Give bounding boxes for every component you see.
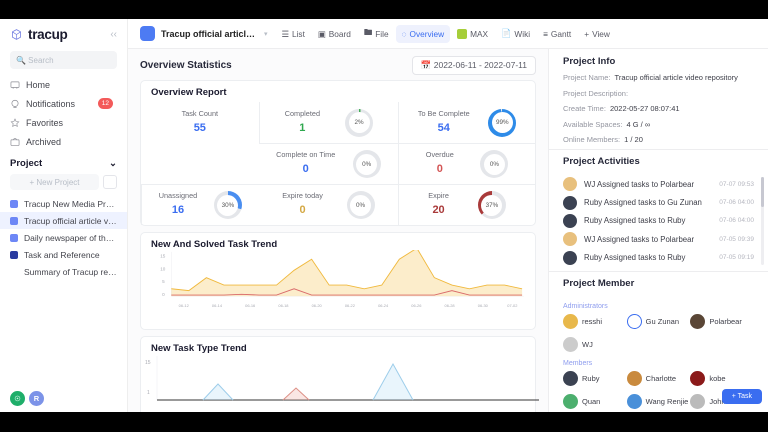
svg-text:06-22: 06-22 bbox=[345, 303, 355, 308]
svg-text:15: 15 bbox=[145, 360, 151, 366]
svg-text:06-24: 06-24 bbox=[378, 303, 389, 308]
svg-text:06-20: 06-20 bbox=[312, 303, 323, 308]
svg-text:06-28: 06-28 bbox=[445, 303, 456, 308]
svg-text:1: 1 bbox=[147, 390, 150, 396]
svg-text:5: 5 bbox=[162, 279, 165, 284]
svg-text:07-02: 07-02 bbox=[507, 303, 517, 308]
svg-text:10: 10 bbox=[160, 266, 166, 271]
svg-text:06-12: 06-12 bbox=[179, 303, 189, 308]
svg-text:06-30: 06-30 bbox=[478, 303, 489, 308]
svg-text:15: 15 bbox=[160, 253, 166, 258]
svg-text:06-26: 06-26 bbox=[411, 303, 422, 308]
svg-text:06-14: 06-14 bbox=[212, 303, 223, 308]
svg-text:06-16: 06-16 bbox=[245, 303, 256, 308]
svg-text:0: 0 bbox=[162, 292, 165, 297]
svg-text:06-18: 06-18 bbox=[278, 303, 289, 308]
